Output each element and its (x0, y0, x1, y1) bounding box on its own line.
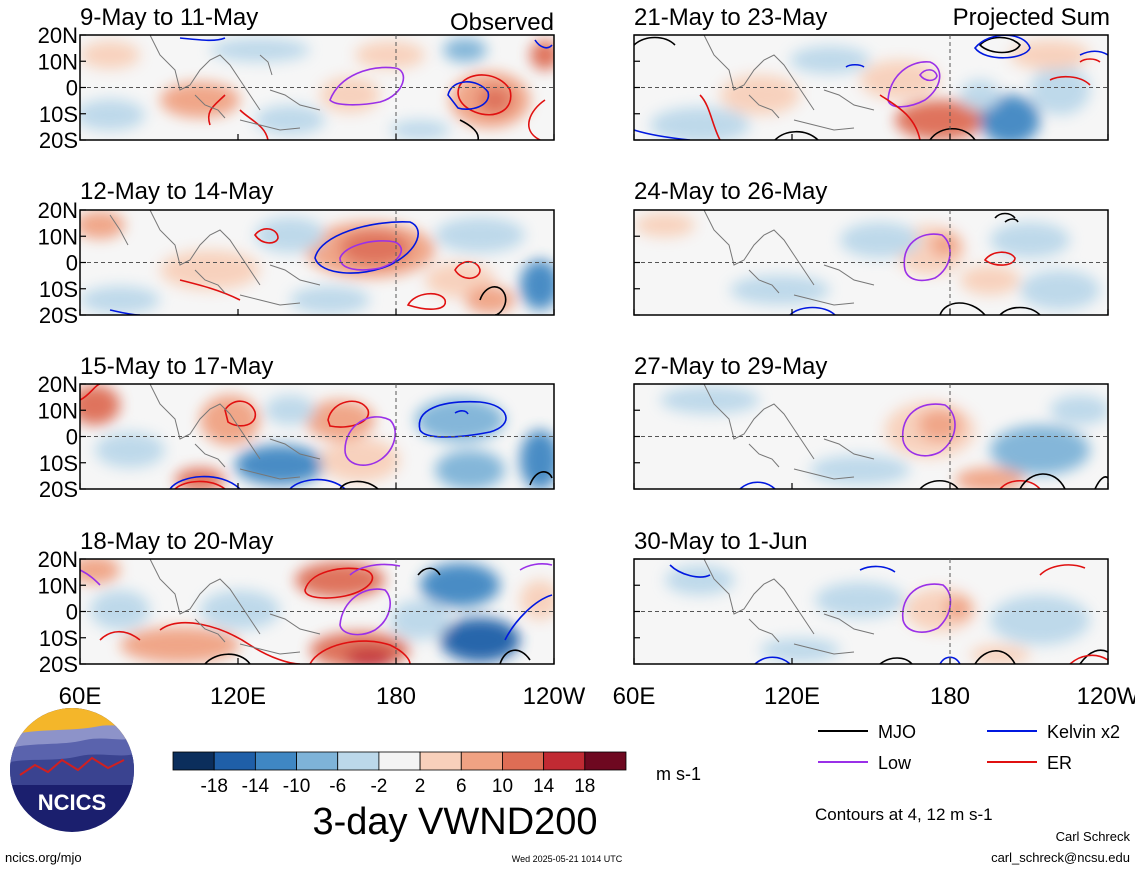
panel-title: 21-May to 23-May (634, 4, 827, 31)
panel-title: 9-May to 11-May (80, 4, 258, 31)
colorbar-unit: m s-1 (656, 764, 701, 784)
colorbar-tick-label: 6 (456, 776, 467, 797)
lat-tick-label: 10N (38, 49, 78, 74)
panel-title: 27-May to 29-May (634, 353, 827, 380)
panel-title: 12-May to 14-May (80, 178, 273, 205)
colorbar-swatch (543, 751, 586, 771)
lon-tick-label: 120E (210, 683, 266, 710)
main-title: 3-day VWND200 (312, 801, 597, 843)
observed-panel-4: 18-May to 20-May (79, 528, 555, 665)
lat-tick-label: 20S (39, 303, 78, 328)
lat-tick-label: 0 (66, 251, 78, 276)
contour-legend: MJO Kelvin x2 Low ER (818, 722, 1120, 773)
colorbar-tick-label: 14 (533, 776, 555, 797)
projected-panel-2: 24-May to 26-May (633, 178, 1109, 316)
lon-tick-label: 120W (1077, 683, 1135, 710)
longitude-axis: 60E 120E 180 120W 60E 120E 180 120W (59, 134, 1135, 710)
observed-panel-1: 9-May to 11-May (79, 4, 555, 141)
colorbar-tick-label: 2 (415, 776, 426, 797)
lon-tick-label: 120E (764, 683, 820, 710)
lat-tick-label: 20S (39, 652, 78, 677)
colorbar-tick-label: -10 (283, 776, 310, 797)
projected-label: Projected Sum (953, 4, 1110, 31)
colorbar-swatch (419, 751, 462, 771)
lat-tick-label: 0 (66, 425, 78, 450)
footer-email: carl_schreck@ncsu.edu (991, 850, 1130, 865)
colorbar-swatch (378, 751, 421, 771)
logo-text: NCICS (38, 790, 106, 815)
lat-tick-label: 10N (38, 224, 78, 249)
legend-label: Low (878, 753, 912, 773)
colorbar-swatch (254, 751, 297, 771)
lat-tick-label: 10S (39, 277, 78, 302)
colorbar-tick-label: 10 (492, 776, 513, 797)
projected-panel-1: 21-May to 23-May (633, 4, 1109, 141)
colorbar-swatch (213, 751, 256, 771)
lat-tick-label: 20S (39, 477, 78, 502)
colorbar-tick-label: -14 (242, 776, 270, 797)
panel-title: 30-May to 1-Jun (634, 528, 807, 555)
colorbar-tick-label: -18 (200, 776, 227, 797)
colorbar-swatch (296, 751, 339, 771)
lat-tick-label: 0 (66, 600, 78, 625)
contour-note: Contours at 4, 12 m s-1 (815, 805, 993, 824)
latitude-axis: 20N10N010S20S20N10N010S20S20N10N010S20S2… (38, 23, 640, 677)
legend-label: MJO (878, 722, 916, 742)
legend-item: ER (987, 753, 1072, 773)
colorbar-swatch (584, 751, 627, 771)
lat-tick-label: 20N (38, 372, 78, 397)
lat-tick-label: 10S (39, 451, 78, 476)
lat-tick-label: 10S (39, 626, 78, 651)
observed-panel-3: 15-May to 17-May (79, 353, 555, 490)
colorbar-tick-label: -6 (329, 776, 346, 797)
projected-panel-4: 30-May to 1-Jun (633, 528, 1109, 665)
colorbar-swatch (172, 751, 215, 771)
legend-label: ER (1047, 753, 1072, 773)
lat-tick-label: 20N (38, 547, 78, 572)
lat-tick-label: 10S (39, 102, 78, 127)
lat-tick-label: 10N (38, 573, 78, 598)
colorbar: -18 -14 -10 -6 -2 2 6 10 14 18 (172, 751, 627, 797)
colorbar-swatch (337, 751, 380, 771)
lat-tick-label: 20S (39, 128, 78, 153)
lat-tick-label: 20N (38, 198, 78, 223)
footer-url: ncics.org/mjo (5, 850, 82, 865)
footer-author: Carl Schreck (1056, 829, 1131, 844)
panel-title: 15-May to 17-May (80, 353, 273, 380)
lat-tick-label: 10N (38, 398, 78, 423)
lon-tick-label: 120W (523, 683, 586, 710)
observed-panel-2: 12-May to 14-May (79, 178, 555, 316)
lon-tick-label: 60E (59, 683, 102, 710)
legend-label: Kelvin x2 (1047, 722, 1120, 742)
panel-title: 18-May to 20-May (80, 528, 273, 555)
legend-item: Kelvin x2 (987, 722, 1120, 742)
lon-tick-label: 180 (376, 683, 416, 710)
lat-tick-label: 0 (66, 76, 78, 101)
lon-tick-label: 180 (930, 683, 970, 710)
colorbar-swatch (502, 751, 545, 771)
legend-item: MJO (818, 722, 916, 742)
lat-tick-label: 20N (38, 23, 78, 48)
colorbar-tick-label: -2 (370, 776, 387, 797)
lon-tick-label: 60E (613, 683, 656, 710)
ncics-logo: NCICS (10, 708, 134, 832)
colorbar-tick-label: 18 (574, 776, 595, 797)
footer-timestamp: Wed 2025-05-21 1014 UTC (512, 854, 623, 864)
projected-panel-3: 27-May to 29-May (633, 353, 1109, 490)
legend-item: Low (818, 753, 912, 773)
colorbar-swatch (460, 751, 503, 771)
panel-title: 24-May to 26-May (634, 178, 827, 205)
observed-label: Observed (450, 9, 554, 36)
